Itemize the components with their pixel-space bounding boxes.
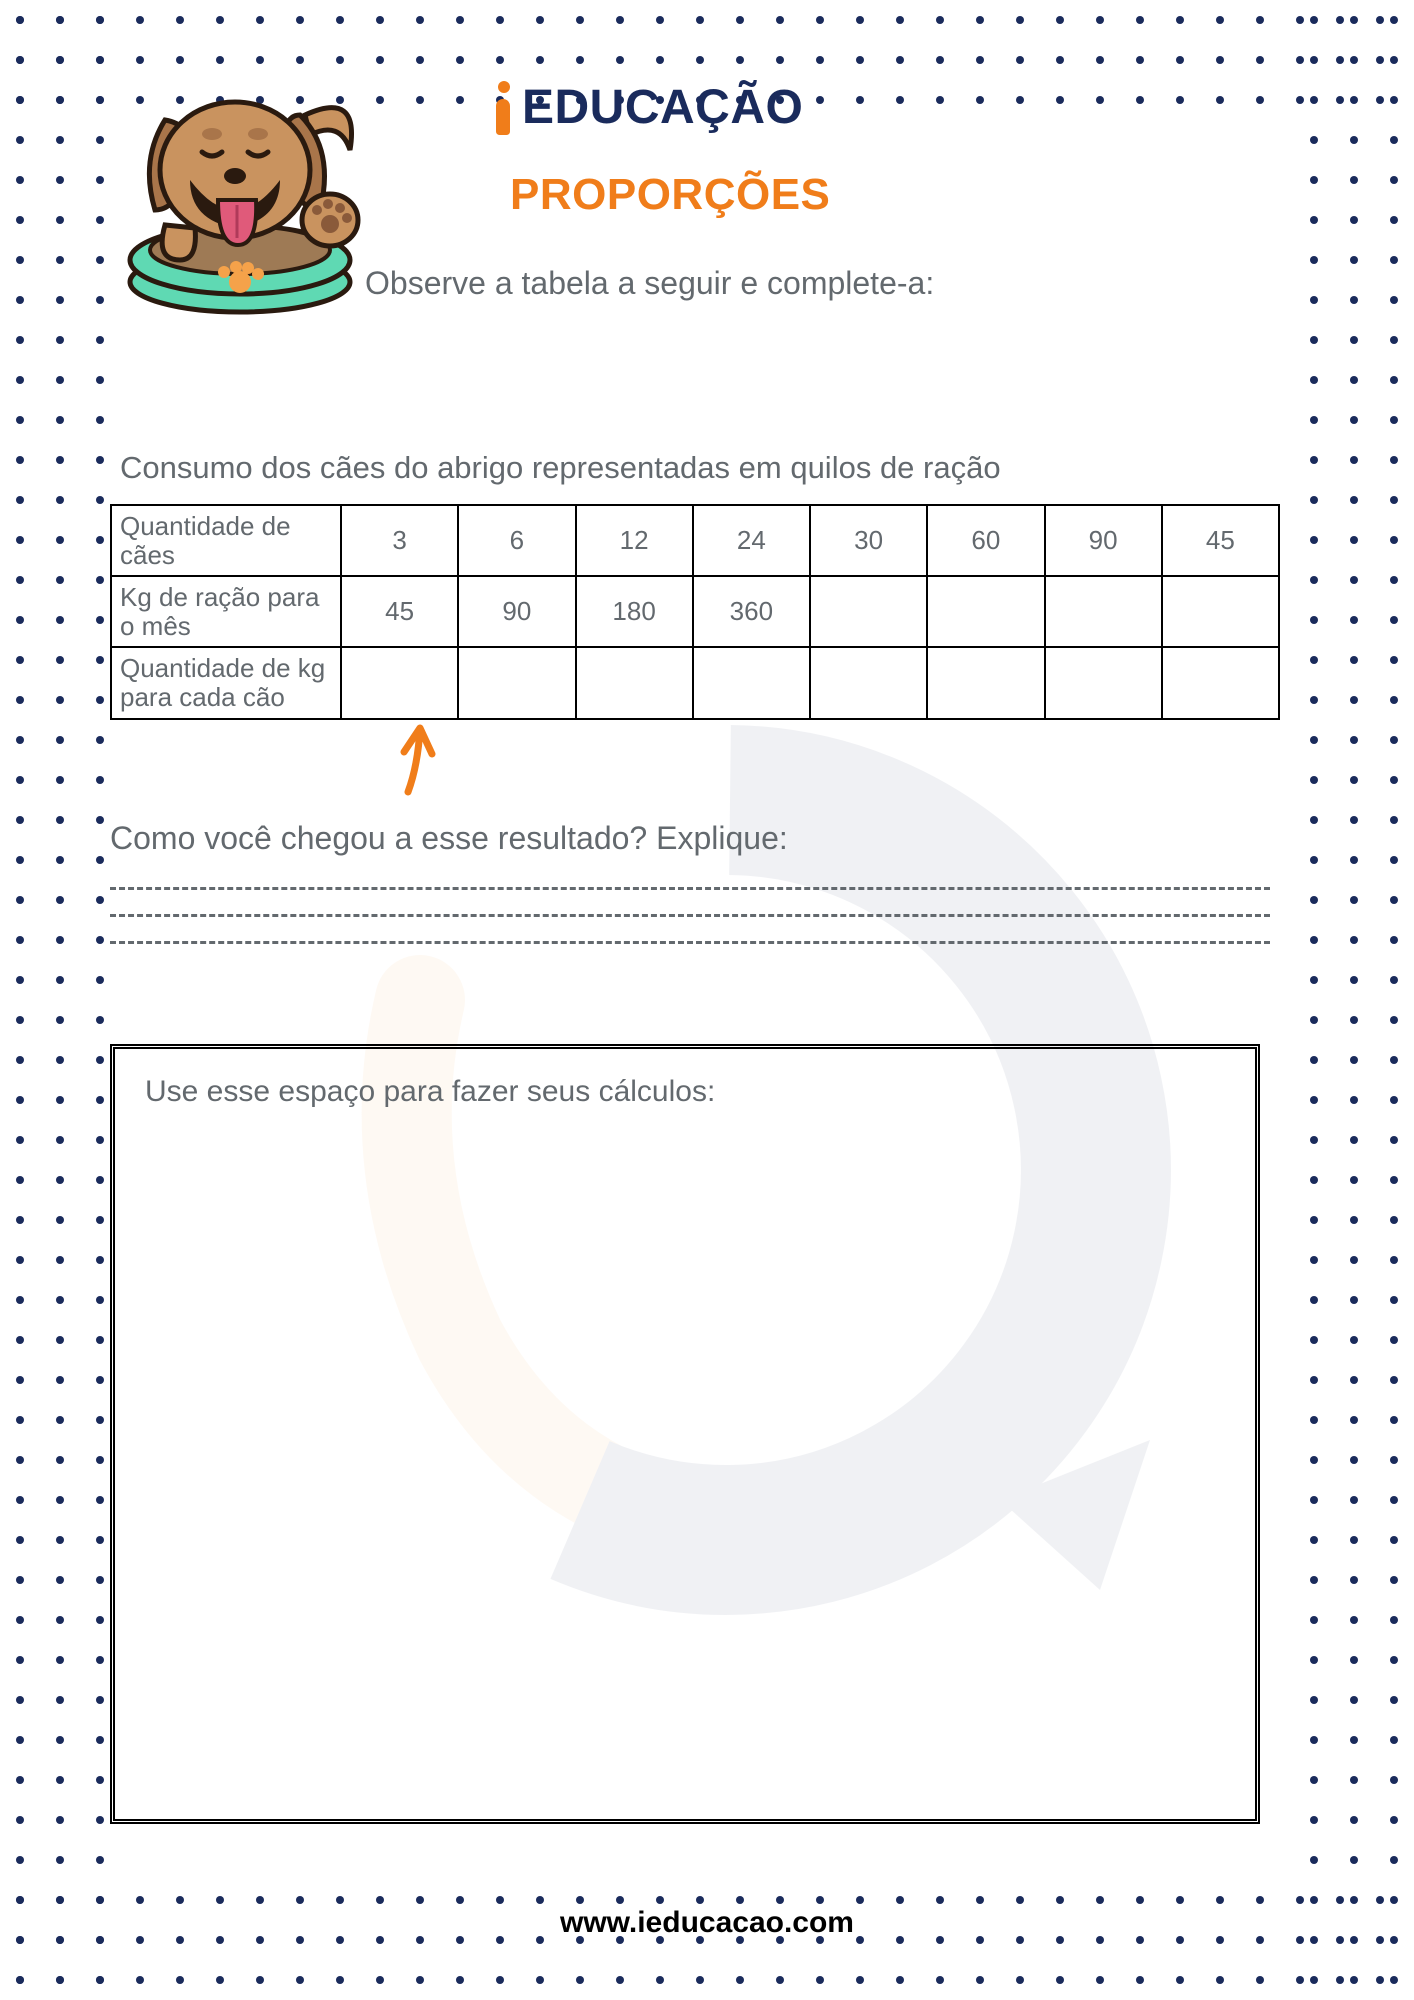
table-title: Consumo dos cães do abrigo representadas…	[120, 450, 1310, 486]
table-cell[interactable]	[693, 647, 810, 718]
worksheet-content: EDUCAÇÃO PROPORÇÕES Observe a tabela a s…	[110, 70, 1310, 1824]
instruction-text: Observe a tabela a seguir e complete-a:	[365, 265, 934, 302]
row-label: Quantidade de kg para cada cão	[111, 647, 341, 718]
table-cell: 180	[576, 576, 693, 647]
table-cell: 12	[576, 505, 693, 576]
table-cell: 3	[341, 505, 458, 576]
row-label: Quantidade de cães	[111, 505, 341, 576]
answer-line[interactable]	[110, 887, 1270, 890]
table-cell: 60	[927, 505, 1044, 576]
table-cell[interactable]	[576, 647, 693, 718]
calculation-box[interactable]: Use esse espaço para fazer seus cálculos…	[110, 1044, 1260, 1824]
table-row: Quantidade de cães 3 6 12 24 30 60 90 45	[111, 505, 1279, 576]
arrow-up-icon	[390, 720, 450, 800]
explanation-prompt: Como você chegou a esse resultado? Expli…	[110, 820, 1310, 857]
table-cell[interactable]	[458, 647, 575, 718]
table-cell[interactable]	[1162, 647, 1279, 718]
brand-logo: EDUCAÇÃO	[490, 80, 803, 135]
calculation-box-label: Use esse espaço para fazer seus cálculos…	[145, 1075, 1225, 1109]
arrow-pointer-wrap	[110, 720, 1310, 790]
table-cell[interactable]	[341, 647, 458, 718]
header: EDUCAÇÃO PROPORÇÕES Observe a tabela a s…	[110, 70, 1310, 350]
table-cell: 24	[693, 505, 810, 576]
row-label: Kg de ração para o mês	[111, 576, 341, 647]
table-cell[interactable]	[810, 647, 927, 718]
footer-url: www.ieducacao.com	[0, 1906, 1414, 1940]
table-cell: 90	[1045, 505, 1162, 576]
table-cell[interactable]	[1045, 576, 1162, 647]
table-cell: 6	[458, 505, 575, 576]
brand-i-icon	[490, 81, 516, 135]
table-row: Quantidade de kg para cada cão	[111, 647, 1279, 718]
answer-line[interactable]	[110, 941, 1270, 944]
table-cell[interactable]	[927, 576, 1044, 647]
table-row: Kg de ração para o mês 45 90 180 360	[111, 576, 1279, 647]
table-cell: 45	[341, 576, 458, 647]
table-cell: 45	[1162, 505, 1279, 576]
worksheet-title: PROPORÇÕES	[510, 170, 830, 220]
table-cell[interactable]	[810, 576, 927, 647]
table-cell: 30	[810, 505, 927, 576]
table-cell[interactable]	[1162, 576, 1279, 647]
table-cell: 90	[458, 576, 575, 647]
table-cell: 360	[693, 576, 810, 647]
table-cell[interactable]	[927, 647, 1044, 718]
brand-text: EDUCAÇÃO	[522, 80, 803, 135]
dog-with-bowl-illustration	[110, 60, 370, 320]
answer-line[interactable]	[110, 914, 1270, 917]
proportions-table: Quantidade de cães 3 6 12 24 30 60 90 45…	[110, 504, 1280, 720]
table-cell[interactable]	[1045, 647, 1162, 718]
